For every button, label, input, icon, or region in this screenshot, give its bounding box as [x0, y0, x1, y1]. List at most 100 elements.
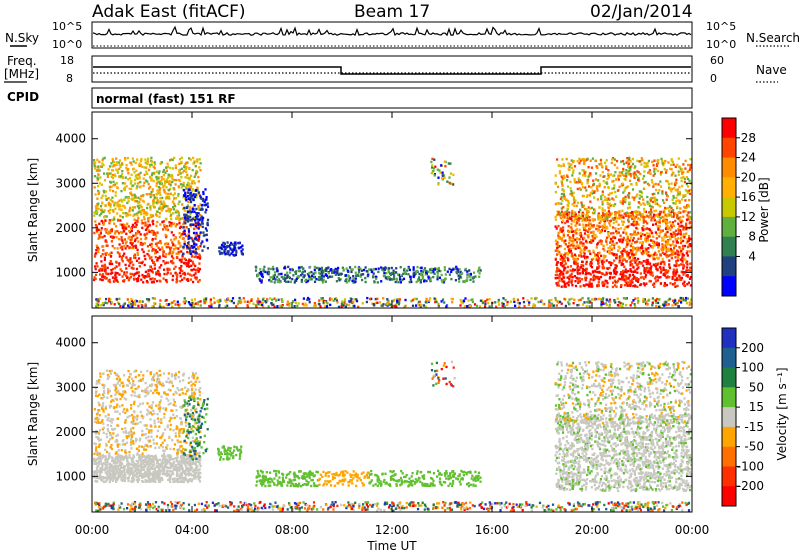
power-echo-cell [457, 274, 460, 277]
power-echo-cell [121, 248, 124, 251]
power-echo-cell [639, 276, 642, 279]
power-echo-cell [654, 280, 658, 283]
power-echo-cell [676, 233, 679, 236]
power-echo-cell [152, 233, 155, 236]
power-echo-cell [665, 222, 668, 225]
power-echo-cell [601, 281, 604, 285]
power-echo-cell [113, 216, 116, 219]
power-echo-cell [475, 304, 479, 308]
power-echo-cell [605, 199, 608, 202]
power-echo-cell [592, 179, 595, 182]
power-echo-cell [151, 268, 154, 271]
power-echo-cell [185, 226, 188, 229]
power-echo-cell [463, 280, 466, 284]
power-echo-cell [182, 261, 186, 265]
power-echo-cell [587, 285, 591, 288]
power-echo-cell [554, 202, 557, 206]
power-echo-cell [560, 180, 563, 183]
power-echo-cell [155, 201, 158, 204]
power-echo-cell [121, 239, 124, 242]
freq-tick-low: 8 [66, 72, 73, 85]
power-echo-cell [680, 236, 683, 240]
power-echo-cell [167, 261, 170, 264]
power-echo-cell [644, 215, 647, 219]
power-echo-cell [458, 268, 461, 271]
power-echo-cell [632, 215, 635, 218]
power-echo-cell [575, 228, 579, 231]
power-echo-cell [655, 233, 658, 236]
power-echo-cell [386, 277, 389, 281]
power-echo-cell [100, 165, 103, 168]
power-echo-cell [599, 230, 602, 233]
power-echo-cell [97, 189, 100, 193]
colorbar-segment [722, 137, 736, 159]
power-echo-cell [578, 187, 581, 190]
power-echo-cell [635, 183, 638, 186]
power-echo-cell [557, 231, 560, 235]
power-echo-cell [671, 235, 674, 238]
power-echo-cell [628, 162, 631, 165]
power-echo-cell [201, 222, 204, 225]
power-echo-cell [647, 182, 650, 186]
power-echo-cell [195, 207, 198, 211]
power-echo-cell [377, 267, 380, 270]
power-echo-cell [252, 302, 255, 305]
power-echo-cell [123, 279, 126, 282]
power-echo-cell [395, 271, 398, 274]
power-echo-cell [560, 165, 563, 168]
power-echo-cell [430, 267, 433, 271]
power-echo-cell [577, 268, 580, 272]
power-echo-cell [156, 220, 159, 224]
power-echo-cell [680, 239, 683, 242]
power-echo-cell [344, 305, 347, 308]
power-echo-cell [627, 192, 631, 196]
power-echo-cell [135, 246, 138, 249]
power-echo-cell [665, 179, 668, 183]
power-echo-cell [142, 222, 145, 225]
power-echo-cell [324, 280, 327, 283]
power-echo-cell [411, 304, 415, 307]
power-echo-cell [146, 298, 149, 301]
power-echo-cell [572, 196, 575, 199]
power-echo-cell [605, 240, 608, 243]
power-echo-cell [611, 252, 614, 255]
power-echo-cell [622, 162, 626, 166]
power-echo-cell [587, 209, 590, 213]
power-echo-cell [187, 185, 190, 188]
power-echo-cell [98, 236, 101, 239]
power-echo-cell [164, 235, 168, 239]
power-echo-cell [582, 244, 585, 248]
power-echo-cell [577, 279, 580, 282]
power-echo-cell [672, 271, 675, 274]
power-echo-cell [612, 221, 615, 225]
power-echo-cell [674, 183, 677, 187]
power-echo-cell [101, 269, 104, 272]
power-echo-cell [682, 195, 685, 198]
power-echo-cell [118, 232, 121, 235]
power-echo-cell [601, 166, 604, 169]
power-echo-cell [634, 241, 637, 244]
power-echo-cell [184, 191, 187, 195]
power-echo-cell [624, 212, 627, 215]
power-echo-cell [556, 202, 559, 205]
power-echo-cell [195, 212, 198, 215]
power-echo-cell [140, 219, 143, 222]
power-echo-cell [682, 298, 685, 302]
power-echo-cell [631, 255, 635, 258]
power-echo-cell [205, 196, 208, 199]
power-echo-cell [111, 165, 114, 168]
power-echo-cell [103, 258, 106, 261]
power-echo-cell [676, 277, 679, 280]
power-echo-cell [612, 247, 615, 250]
power-echo-cell [125, 227, 128, 230]
power-echo-cell [118, 255, 121, 258]
power-echo-cell [192, 193, 195, 196]
power-echo-cell [160, 161, 163, 164]
power-echo-cell [627, 251, 630, 255]
power-echo-cell [391, 278, 394, 281]
power-echo-cell [192, 263, 195, 266]
power-echo-cell [581, 278, 584, 281]
power-echo-cell [405, 272, 408, 275]
power-echo-cell [158, 305, 161, 308]
power-echo-cell [173, 192, 176, 195]
